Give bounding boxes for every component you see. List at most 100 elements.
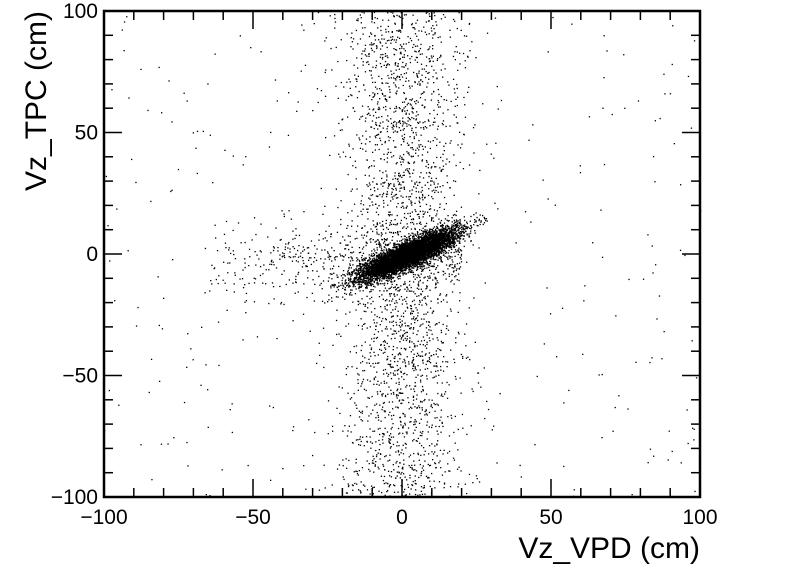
data-point bbox=[344, 289, 347, 291]
data-point bbox=[368, 265, 370, 268]
data-point bbox=[399, 269, 401, 271]
data-point bbox=[420, 263, 422, 265]
data-point bbox=[421, 256, 423, 258]
data-point bbox=[398, 267, 400, 269]
data-point bbox=[461, 226, 463, 228]
data-point bbox=[450, 248, 453, 250]
data-point bbox=[352, 280, 355, 283]
data-point bbox=[430, 228, 432, 230]
data-point bbox=[356, 276, 358, 278]
data-point bbox=[406, 244, 408, 246]
data-point bbox=[381, 275, 383, 277]
data-point bbox=[371, 279, 373, 281]
data-point bbox=[398, 246, 400, 248]
data-point bbox=[442, 224, 444, 227]
data-point bbox=[445, 226, 447, 229]
data-point bbox=[425, 235, 427, 238]
data-point bbox=[390, 276, 392, 278]
data-point bbox=[416, 261, 418, 263]
data-point bbox=[460, 235, 462, 238]
data-point bbox=[391, 269, 394, 271]
data-point bbox=[376, 263, 379, 265]
data-point bbox=[431, 234, 433, 236]
data-point bbox=[375, 279, 377, 281]
data-point bbox=[331, 284, 333, 286]
data-point bbox=[368, 271, 370, 273]
data-point bbox=[361, 282, 363, 284]
data-point bbox=[458, 222, 460, 224]
data-point bbox=[428, 253, 430, 255]
data-point bbox=[386, 272, 388, 274]
data-point bbox=[455, 231, 457, 233]
data-point bbox=[366, 287, 368, 289]
data-point bbox=[426, 248, 429, 250]
data-point bbox=[348, 285, 350, 287]
data-point bbox=[377, 276, 379, 278]
data-point bbox=[380, 256, 383, 258]
data-point bbox=[348, 286, 350, 288]
data-point bbox=[378, 260, 380, 262]
data-point bbox=[442, 233, 444, 235]
data-point bbox=[389, 254, 392, 256]
data-point bbox=[457, 220, 459, 222]
data-point bbox=[398, 269, 400, 271]
data-point bbox=[402, 256, 404, 258]
data-point bbox=[442, 246, 445, 248]
data-point bbox=[455, 238, 457, 240]
data-point bbox=[382, 252, 384, 255]
data-point bbox=[451, 238, 453, 241]
data-point bbox=[463, 234, 465, 237]
data-point bbox=[345, 293, 348, 295]
data-point bbox=[456, 240, 458, 242]
data-point bbox=[447, 238, 450, 240]
data-point bbox=[404, 261, 406, 263]
data-point bbox=[359, 286, 361, 289]
data-point bbox=[371, 267, 373, 269]
data-point bbox=[344, 280, 346, 282]
data-point bbox=[439, 251, 441, 253]
data-point bbox=[424, 236, 426, 238]
data-point bbox=[423, 232, 425, 234]
data-point bbox=[456, 234, 458, 236]
data-point bbox=[435, 258, 437, 261]
data-point bbox=[430, 258, 432, 261]
data-point bbox=[465, 226, 467, 228]
data-point bbox=[441, 226, 444, 228]
data-point bbox=[425, 262, 427, 264]
data-point bbox=[383, 271, 385, 273]
data-point bbox=[366, 274, 368, 276]
data-point bbox=[331, 285, 333, 287]
data-point bbox=[354, 285, 356, 288]
data-point bbox=[426, 263, 428, 265]
data-point bbox=[424, 229, 426, 231]
data-point bbox=[347, 282, 350, 284]
data-point bbox=[454, 229, 456, 231]
data-point bbox=[363, 279, 365, 281]
data-point bbox=[370, 281, 372, 283]
data-point bbox=[414, 262, 416, 264]
data-point bbox=[337, 296, 339, 298]
data-point bbox=[354, 277, 356, 279]
data-point bbox=[435, 237, 438, 240]
data-point bbox=[337, 289, 340, 291]
data-point bbox=[398, 248, 400, 250]
data-point bbox=[386, 260, 388, 262]
data-point bbox=[446, 231, 448, 233]
data-point bbox=[375, 264, 378, 266]
data-point bbox=[441, 235, 444, 237]
data-point bbox=[404, 238, 406, 240]
data-point bbox=[450, 237, 452, 239]
data-point bbox=[376, 266, 378, 268]
data-point bbox=[428, 230, 430, 232]
data-point bbox=[360, 283, 362, 286]
data-point bbox=[434, 228, 437, 230]
data-point bbox=[461, 230, 463, 233]
data-point bbox=[381, 280, 383, 282]
data-point bbox=[456, 222, 458, 224]
data-point bbox=[350, 291, 352, 294]
data-point bbox=[385, 259, 388, 262]
data-point bbox=[346, 285, 348, 287]
data-point bbox=[381, 267, 383, 269]
data-point bbox=[356, 281, 358, 284]
data-point bbox=[427, 256, 429, 258]
